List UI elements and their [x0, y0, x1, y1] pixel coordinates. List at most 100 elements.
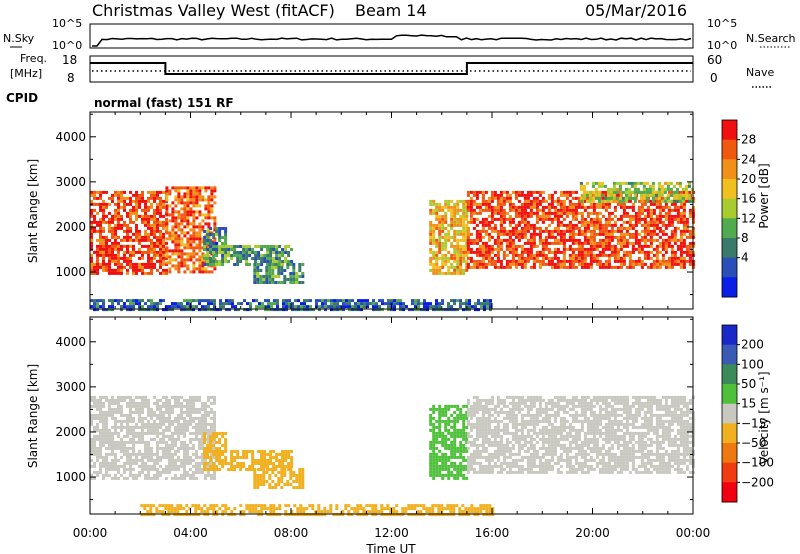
heatmap-cell [168, 467, 171, 471]
heatmap-cell [230, 513, 234, 517]
heatmap-cell [465, 244, 469, 248]
heatmap-cell [547, 205, 551, 209]
heatmap-cell [685, 244, 689, 248]
heatmap-cell [580, 262, 584, 266]
heatmap-cell [230, 465, 234, 468]
heatmap-cell [640, 259, 644, 263]
heatmap-cell [195, 461, 198, 465]
heatmap-cell [667, 238, 671, 242]
heatmap-cell [198, 425, 201, 429]
heatmap-cell [280, 468, 284, 471]
heatmap-cell [523, 265, 527, 269]
heatmap-cell [111, 416, 114, 420]
heatmap-cell [99, 241, 102, 245]
heatmap-cell [260, 456, 264, 459]
heatmap-cell [462, 211, 466, 215]
heatmap-cell [429, 259, 433, 263]
heatmap-cell [432, 476, 436, 480]
heatmap-cell [221, 260, 225, 263]
heatmap-cell [158, 510, 162, 514]
heatmap-cell [248, 504, 252, 508]
heatmap-cell [278, 507, 282, 511]
heatmap-cell [198, 210, 202, 214]
heatmap-cell [150, 229, 153, 233]
heatmap-cell [550, 193, 554, 197]
heatmap-cell [147, 431, 150, 435]
heatmap-cell [203, 263, 207, 266]
heatmap-cell [114, 458, 117, 462]
heatmap-cell [477, 299, 480, 303]
heatmap-cell [673, 202, 677, 206]
heatmap-cell [132, 446, 135, 450]
heatmap-cell [254, 462, 258, 465]
heatmap-cell [111, 220, 114, 224]
heatmap-cell [465, 265, 469, 269]
heatmap-cell [529, 211, 533, 215]
heatmap-cell [571, 226, 575, 230]
heatmap-cell [435, 211, 439, 215]
heatmap-cell [284, 459, 288, 462]
heatmap-cell [604, 226, 608, 230]
heatmap-cell [562, 238, 566, 242]
heatmap-cell [472, 199, 476, 203]
heatmap-cell [475, 202, 479, 206]
heatmap-cell [129, 461, 132, 465]
heatmap-cell [274, 483, 278, 486]
heatmap-cell [215, 251, 219, 254]
heatmap-cell [96, 407, 99, 411]
heatmap-cell [120, 190, 123, 194]
heatmap-cell [456, 244, 460, 248]
heatmap-cell [90, 404, 93, 408]
heatmap-cell [132, 244, 135, 248]
heatmap-cell [162, 226, 165, 230]
heatmap-cell [135, 395, 138, 399]
heatmap-cell [478, 211, 482, 215]
heatmap-cell [224, 510, 228, 514]
heatmap-cell [432, 235, 436, 239]
heatmap-cell [670, 265, 674, 269]
heatmap-cell [658, 265, 662, 269]
heatmap-cell [652, 226, 656, 230]
heatmap-cell [655, 214, 659, 218]
heatmap-cell [168, 189, 172, 193]
heatmap-cell [147, 235, 150, 239]
heatmap-cell [487, 232, 491, 236]
heatmap-cell [135, 238, 138, 242]
heatmap-cell [688, 190, 692, 194]
heatmap-cell [298, 474, 302, 477]
heatmap-cell [643, 214, 647, 218]
heatmap-cell [387, 308, 390, 312]
heatmap-cell [266, 459, 270, 462]
heatmap-cell [129, 244, 132, 248]
heatmap-cell [263, 254, 267, 257]
heatmap-cell [96, 223, 99, 227]
heatmap-cell [402, 305, 405, 309]
heatmap-cell [144, 229, 147, 233]
heatmap-cell [123, 235, 126, 239]
heatmap-cell [577, 256, 581, 260]
heatmap-cell [594, 193, 598, 197]
heatmap-cell [281, 459, 285, 462]
heatmap-cell [186, 407, 189, 411]
heatmap-cell [598, 262, 602, 266]
heatmap-cell [203, 504, 207, 508]
heatmap-cell [171, 252, 175, 256]
heatmap-cell [511, 250, 515, 254]
heatmap-cell [150, 217, 153, 221]
heatmap-cell [138, 437, 141, 441]
heatmap-cell [600, 193, 604, 197]
heatmap-cell [488, 510, 492, 514]
heatmap-cell [144, 308, 147, 312]
heatmap-cell [171, 461, 174, 465]
heatmap-cell [183, 207, 187, 211]
heatmap-cell [646, 256, 650, 260]
heatmap-cell [441, 244, 445, 248]
heatmap-cell [687, 199, 691, 203]
heatmap-cell [213, 440, 216, 444]
heatmap-cell [682, 229, 686, 233]
heatmap-cell [129, 226, 132, 230]
heatmap-cell [192, 234, 196, 238]
heatmap-cell [253, 474, 257, 477]
heatmap-cell [207, 228, 211, 232]
heatmap-cell [505, 190, 509, 194]
